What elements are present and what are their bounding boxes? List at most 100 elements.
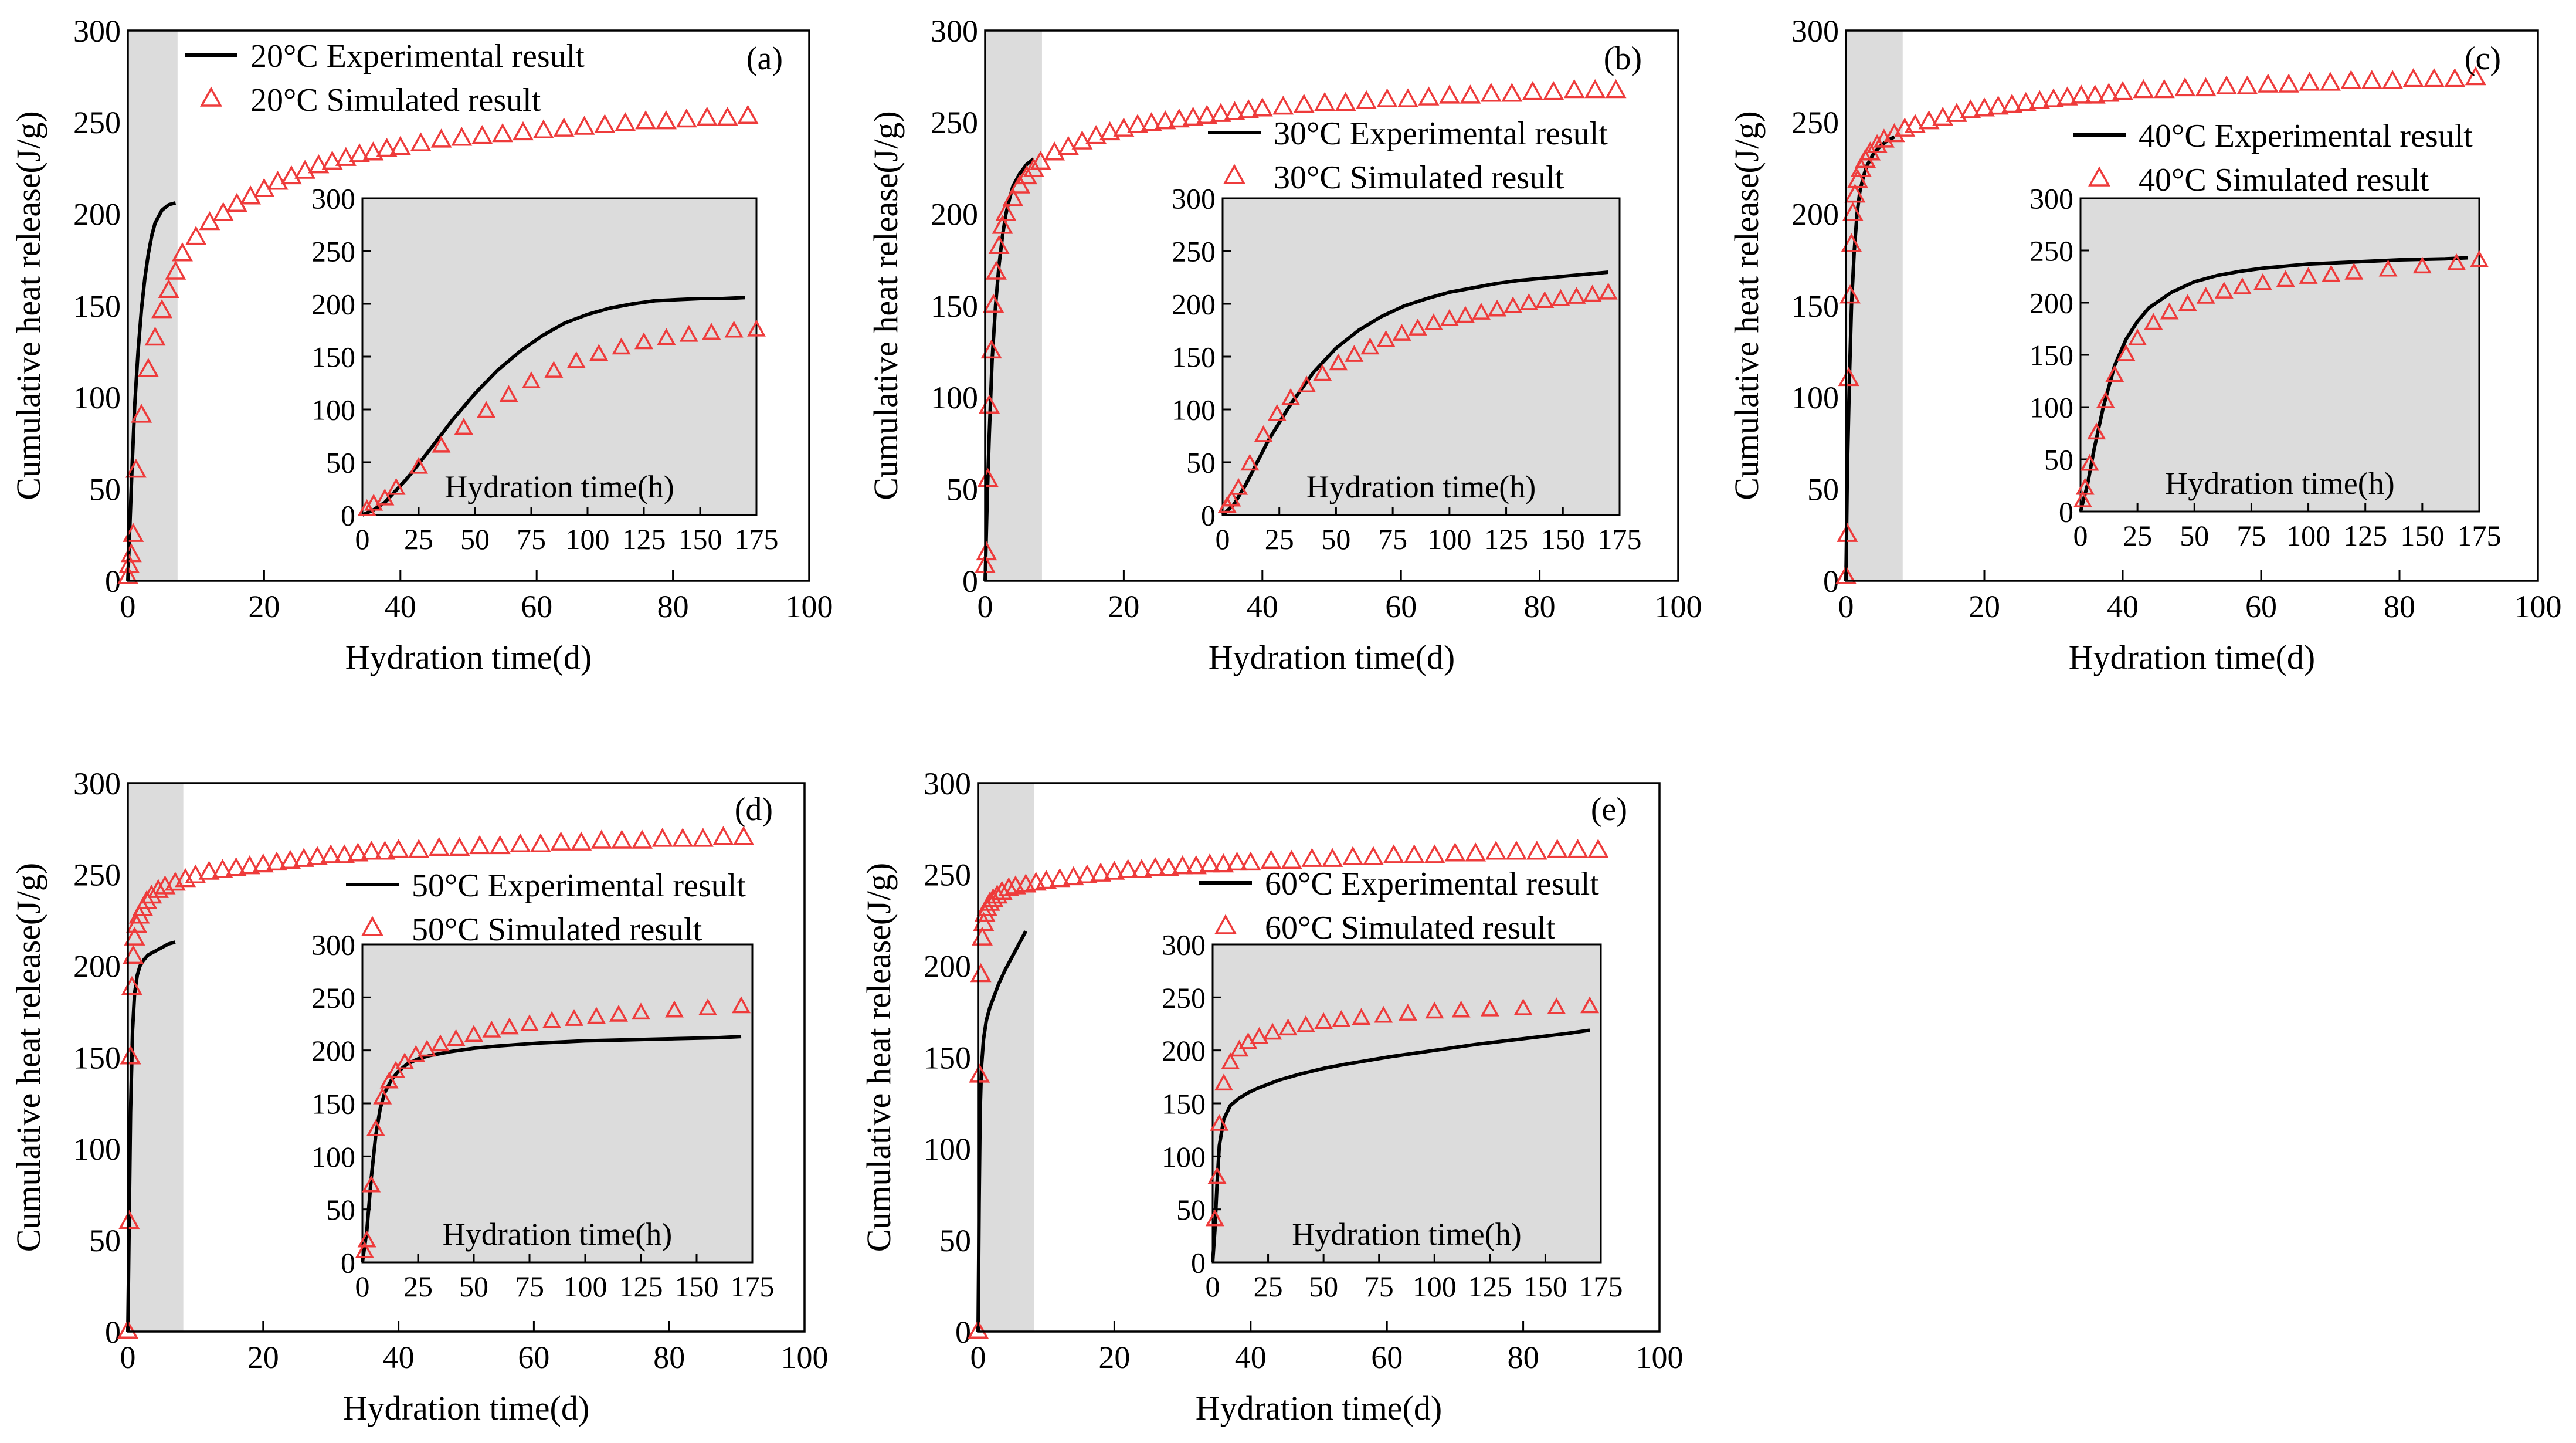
inset-simulated-point [2178, 294, 2197, 311]
main-simulated-point [988, 235, 1010, 254]
inset-simulated-point [432, 435, 451, 453]
main-y-tick-label: 250 [931, 105, 978, 140]
main-simulated-point [1376, 88, 1398, 107]
inset-y-tick-label: 0 [2059, 496, 2073, 529]
inset-simulated-point [609, 1004, 628, 1022]
main-simulated-point [428, 836, 450, 856]
inset-simulated-point [386, 1061, 405, 1078]
inset-x-tick-label: 50 [2180, 519, 2209, 552]
main-simulated-point [2402, 68, 2424, 87]
inset-experimental-line [1211, 1028, 1590, 1263]
main-simulated-point [1127, 114, 1149, 133]
main-y-tick-label: 100 [931, 380, 978, 415]
inset-simulated-point [477, 401, 496, 418]
inset-x-tick-label: 75 [1365, 1270, 1394, 1303]
inset-experimental-line [361, 1035, 742, 1263]
panel-label: (d) [735, 791, 773, 828]
main-y-tick-label: 150 [1791, 289, 1839, 324]
main-simulated-point [1866, 134, 1888, 153]
inset-x-tick-label: 0 [1216, 523, 1230, 555]
main-y-tick-label: 300 [1791, 13, 1839, 49]
main-simulated-point [672, 828, 694, 847]
main-simulated-point [136, 890, 158, 909]
main-simulated-point [1199, 853, 1221, 873]
inset-y-tick-label: 150 [1172, 341, 1216, 374]
inset-simulated-point [1440, 309, 1459, 326]
main-simulated-point [388, 838, 409, 858]
inset-simulated-point [2128, 328, 2147, 345]
inset-x-tick-label: 75 [1378, 523, 1407, 555]
main-simulated-point [430, 128, 452, 148]
inset-simulated-point [1345, 345, 1364, 362]
main-simulated-point [1397, 88, 1418, 107]
inset-simulated-point [1278, 1018, 1298, 1036]
inset-simulated-point [1314, 1012, 1333, 1029]
main-simulated-point [1522, 80, 1543, 100]
inset-simulated-point [1360, 337, 1380, 355]
main-simulated-point [1850, 158, 1872, 177]
inset-x-tick-label: 150 [675, 1270, 719, 1303]
main-simulated-point [976, 541, 997, 561]
inset-simulated-point [366, 1119, 385, 1136]
inset-simulated-point [379, 1071, 399, 1089]
main-simulated-point [717, 106, 738, 126]
main-y-tick-label: 50 [946, 472, 978, 507]
main-x-tick-label: 60 [1371, 1340, 1403, 1375]
main-simulated-point [1158, 857, 1180, 876]
inset-x-tick-label: 50 [460, 523, 490, 555]
main-simulated-point [1251, 97, 1273, 117]
main-simulated-point [1213, 853, 1234, 873]
inset-simulated-point [1313, 364, 1332, 381]
main-x-tick-label: 0 [120, 1340, 136, 1375]
main-simulated-point [998, 877, 1020, 896]
main-simulated-point [389, 136, 411, 155]
inset-y-tick-label: 100 [1172, 394, 1216, 426]
main-simulated-point [1113, 117, 1135, 137]
inset-simulated-point [566, 351, 586, 368]
main-simulated-point [252, 853, 274, 873]
main-simulated-point [1085, 125, 1107, 144]
inset-simulated-point [1547, 997, 1566, 1015]
main-simulated-point [294, 160, 316, 179]
main-simulated-point [1842, 202, 1864, 221]
inset-simulated-point [1207, 1167, 1227, 1184]
inset-simulated-point [1205, 1209, 1224, 1227]
main-simulated-point [1090, 862, 1112, 882]
inset-y-tick-label: 50 [326, 1193, 355, 1226]
inset-simulated-point [522, 371, 541, 388]
inset-simulated-point [2276, 270, 2295, 287]
inset-simulated-point [2087, 422, 2106, 440]
inset-simulated-point [375, 488, 395, 506]
main-simulated-point [362, 141, 384, 161]
main-simulated-point [983, 293, 1004, 313]
main-simulated-point [2112, 80, 2133, 100]
inset-simulated-point [1374, 1005, 1393, 1023]
inset-x-tick-label: 50 [1309, 1270, 1338, 1303]
main-simulated-point [137, 358, 159, 377]
main-simulated-point [185, 225, 207, 245]
main-simulated-point [991, 880, 1013, 900]
inset-x-tick-label: 125 [1468, 1270, 1512, 1303]
main-simulated-point [141, 884, 162, 904]
main-simulated-point [968, 1319, 989, 1339]
inset-background [1221, 197, 1621, 516]
inset-simulated-point [1267, 404, 1287, 421]
main-y-tick-label: 300 [931, 13, 978, 49]
inset-simulated-point [544, 361, 564, 378]
main-simulated-point [1362, 846, 1384, 865]
main-simulated-point [118, 554, 140, 573]
inset-simulated-point [357, 499, 376, 516]
main-simulated-point [118, 1210, 140, 1229]
inset-simulated-point [1455, 306, 1475, 323]
main-simulated-point [349, 143, 371, 162]
main-simulated-point [2257, 73, 2279, 93]
inset-x-tick-label: 175 [1598, 523, 1642, 555]
main-simulated-point [1117, 859, 1139, 878]
main-y-tick-label: 100 [1791, 380, 1839, 415]
main-simulated-point [1322, 848, 1343, 867]
inset-simulated-point [1513, 998, 1533, 1015]
inset-experimental-line [2079, 256, 2468, 512]
inset-x-tick-label: 25 [1265, 523, 1294, 555]
